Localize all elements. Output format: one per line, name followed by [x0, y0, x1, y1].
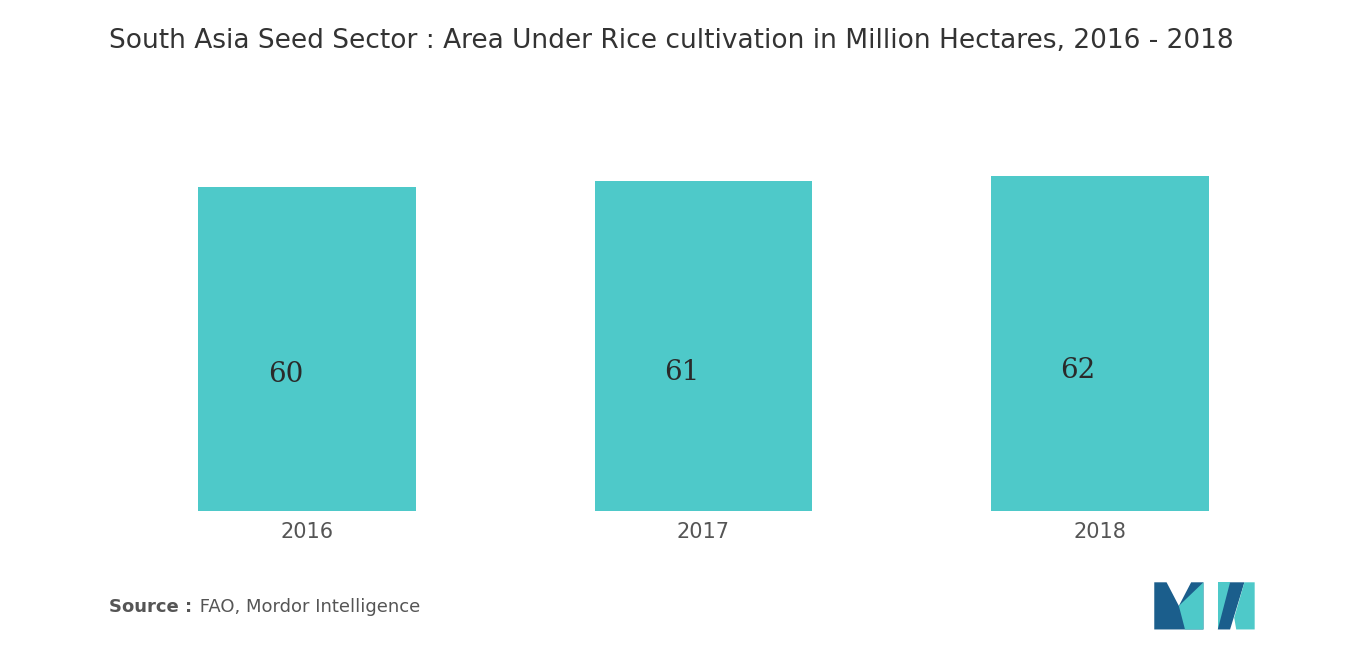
Polygon shape — [1154, 582, 1203, 629]
Bar — [990, 176, 1209, 511]
Polygon shape — [1233, 582, 1254, 629]
Polygon shape — [1218, 582, 1244, 629]
Polygon shape — [1218, 582, 1229, 629]
Bar — [198, 187, 417, 511]
Text: Source :: Source : — [109, 598, 193, 616]
Text: 61: 61 — [664, 359, 699, 386]
Polygon shape — [1179, 582, 1203, 629]
Bar — [594, 181, 813, 511]
Text: South Asia Seed Sector : Area Under Rice cultivation in Million Hectares, 2016 -: South Asia Seed Sector : Area Under Rice… — [109, 28, 1233, 54]
Text: 60: 60 — [268, 361, 303, 388]
Text: 62: 62 — [1060, 357, 1096, 384]
Text: FAO, Mordor Intelligence: FAO, Mordor Intelligence — [194, 598, 421, 616]
